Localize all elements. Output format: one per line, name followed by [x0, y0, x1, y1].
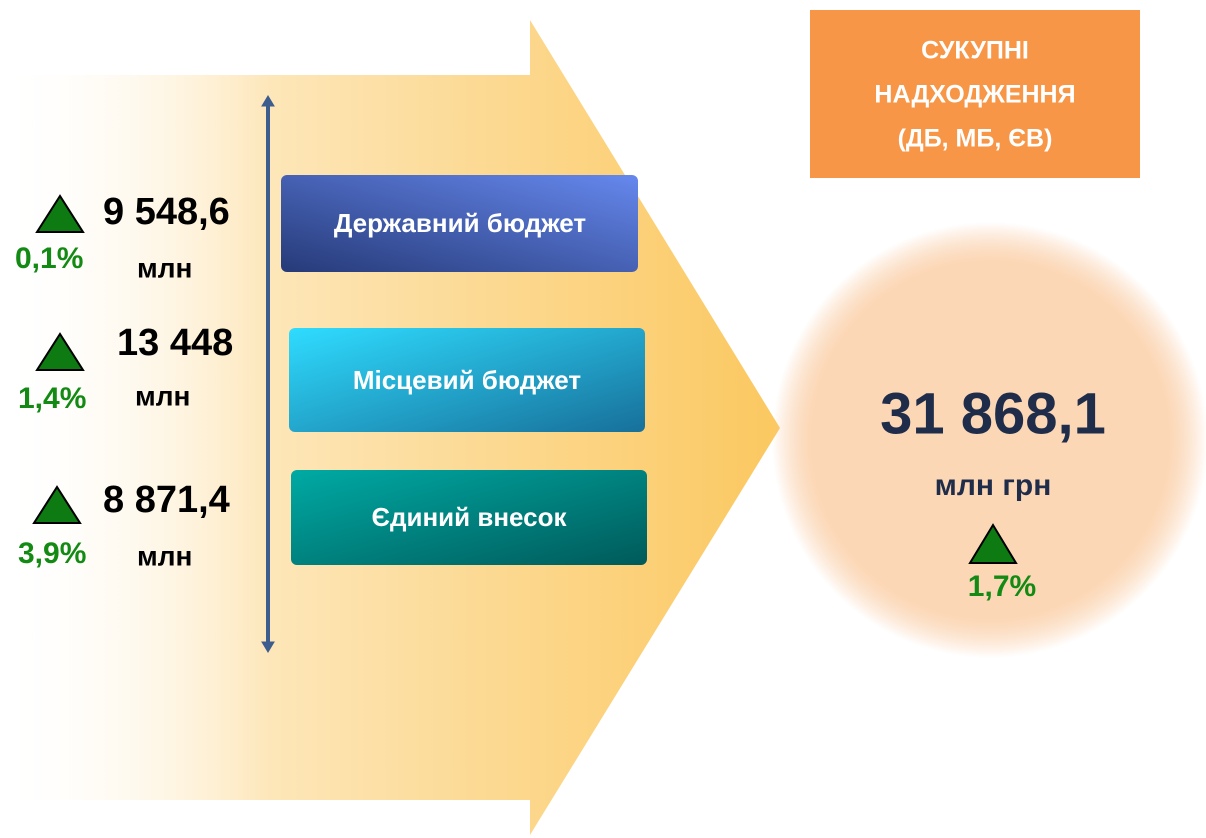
item-unit: млн: [137, 252, 192, 283]
item-change: 0,1%: [15, 242, 83, 275]
item-change: 3,9%: [18, 537, 86, 570]
item-change: 1,4%: [18, 382, 86, 415]
item-unit: млн: [137, 540, 192, 571]
header-box: [810, 10, 1140, 178]
box-label: Місцевий бюджет: [353, 365, 582, 395]
item-figures: 9 548,6 0,1% млн 13 448 1,4% млн 8 871,4…: [15, 191, 233, 571]
total-unit: млн грн: [935, 469, 1052, 502]
total-circle: [772, 222, 1206, 658]
header-line: НАДХОДЖЕННЯ: [874, 81, 1075, 109]
total-value: 31 868,1: [880, 381, 1106, 446]
range-arrow: [261, 95, 275, 653]
budget-boxes: Державний бюджет Місцевий бюджет Єдиний …: [281, 175, 647, 565]
header-line: СУКУПНІ: [921, 37, 1029, 65]
box-label: Державний бюджет: [334, 208, 587, 238]
header-line: (ДБ, МБ, ЄВ): [898, 125, 1053, 153]
up-triangle: [32, 485, 82, 524]
total-change: 1,7%: [968, 570, 1036, 603]
item-value: 8 871,4: [103, 479, 230, 521]
up-triangle: [35, 194, 85, 233]
item-value: 9 548,6: [103, 191, 230, 233]
box: [281, 175, 638, 272]
up-triangle: [35, 332, 85, 371]
box: [291, 470, 647, 565]
up-triangle: [968, 523, 1018, 564]
item-value: 13 448: [117, 322, 233, 364]
item-unit: млн: [135, 380, 190, 411]
box: [289, 328, 645, 432]
box-label: Єдиний внесок: [371, 502, 567, 532]
